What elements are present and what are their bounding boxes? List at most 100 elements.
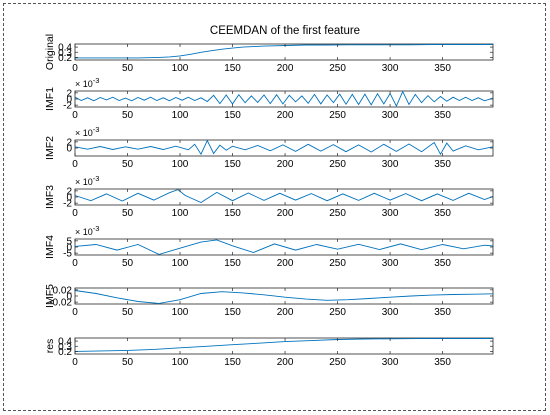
res-xtick-label: 100	[172, 357, 189, 368]
imf2-series-line	[74, 139, 494, 156]
imf2-xtick-label: 250	[329, 159, 346, 170]
imf5-xtick-label: 150	[224, 307, 241, 318]
imf1-xtick-label: 200	[277, 110, 294, 121]
imf3-xtick-label: 150	[224, 208, 241, 219]
imf2-axes-box	[74, 139, 494, 157]
imf5-xtick-label: 200	[277, 307, 294, 318]
imf4-xtick-label: 150	[224, 258, 241, 269]
original-series-line	[75, 44, 493, 59]
imf1-ytick-label: -2	[63, 101, 72, 112]
imf2-ytick-label: 2	[66, 137, 72, 148]
imf2-xtick-label: 300	[382, 159, 399, 170]
imf1-xtick-label: 300	[382, 110, 399, 121]
original-xtick-label: 350	[434, 63, 451, 74]
original-ytick-label: 0.4	[58, 43, 72, 54]
imf3-ytick-label: -2	[63, 199, 72, 210]
imf1-xtick-label: 50	[122, 110, 134, 121]
imf3-series-line	[74, 189, 494, 204]
res-ytick-label: 0.3	[58, 342, 72, 353]
original-xtick-label: 150	[224, 63, 241, 74]
res-xtick-label: 200	[277, 357, 294, 368]
imf2-ylabel: IMF2	[44, 136, 56, 160]
imf5-xtick-label: 0	[72, 307, 78, 318]
imf3-exponent-label: × 10-3	[75, 174, 99, 187]
imf2-xtick-label: 0	[72, 159, 78, 170]
imf2-xtick-label: 100	[172, 159, 189, 170]
imf4-series-line	[74, 239, 494, 255]
imf5-xtick-label: 50	[122, 307, 134, 318]
imf2-xtick-label: 50	[122, 159, 134, 170]
imf2-xtick-label: 350	[434, 159, 451, 170]
imf3-xtick-label: 0	[72, 208, 78, 219]
imf4-ytick-label: 0	[66, 243, 72, 254]
imf3-ytick-label: 2	[66, 186, 72, 197]
imf1-xtick-label: 100	[172, 110, 189, 121]
imf1-exponent-label: × 10-3	[75, 76, 99, 89]
imf4-ytick-label: 5	[66, 236, 72, 247]
res-series-line	[74, 338, 493, 352]
original-ytick-label: 0.3	[58, 48, 72, 59]
imf2-xtick-label: 150	[224, 159, 241, 170]
original-xtick-label: 300	[382, 63, 399, 74]
original-xtick-label: 100	[172, 63, 189, 74]
chart-title: CEEMDAN of the first feature	[210, 25, 360, 37]
res-xtick-label: 50	[122, 357, 134, 368]
res-axes-box	[74, 337, 494, 355]
figure-frame	[3, 3, 546, 411]
imf4-ytick-label: -5	[63, 249, 72, 260]
res-xtick-label: 250	[329, 357, 346, 368]
imf1-ytick-label: 0	[66, 95, 72, 106]
imf4-xtick-label: 250	[329, 258, 346, 269]
imf3-xtick-label: 300	[382, 208, 399, 219]
imf4-ylabel: IMF4	[44, 235, 56, 259]
res-ylabel: res	[44, 339, 56, 354]
imf5-ytick-label: -0.02	[49, 298, 72, 309]
imf1-xtick-label: 250	[329, 110, 346, 121]
imf4-xtick-label: 300	[382, 258, 399, 269]
imf5-ytick-label: 0.02	[53, 285, 73, 296]
imf1-ylabel: IMF1	[44, 87, 56, 111]
imf1-xtick-label: 0	[72, 110, 78, 121]
imf4-xtick-label: 0	[72, 258, 78, 269]
imf4-xtick-label: 200	[277, 258, 294, 269]
imf2-ytick-label: 0	[66, 144, 72, 155]
imf1-xtick-label: 150	[224, 110, 241, 121]
res-ytick-label: 0.4	[58, 337, 72, 348]
imf3-ytick-label: 0	[66, 193, 72, 204]
imf2-xtick-label: 200	[277, 159, 294, 170]
imf4-xtick-label: 50	[122, 258, 134, 269]
imf5-xtick-label: 250	[329, 307, 346, 318]
imf3-xtick-label: 200	[277, 208, 294, 219]
res-xtick-label: 150	[224, 357, 241, 368]
imf5-xtick-label: 300	[382, 307, 399, 318]
imf5-ylabel: IMF5	[44, 284, 56, 308]
original-xtick-label: 50	[122, 63, 134, 74]
original-ylabel: Original	[44, 34, 56, 70]
original-ytick-label: 0.2	[58, 53, 72, 64]
imf1-ytick-label: 2	[66, 88, 72, 99]
original-xtick-label: 200	[277, 63, 294, 74]
imf3-xtick-label: 350	[434, 208, 451, 219]
imf1-series-line	[74, 90, 494, 108]
original-xtick-label: 250	[329, 63, 346, 74]
res-xtick-label: 0	[72, 357, 78, 368]
imf3-xtick-label: 250	[329, 208, 346, 219]
imf5-ytick-label: 0	[66, 292, 72, 303]
imf5-xtick-label: 350	[434, 307, 451, 318]
res-xtick-label: 300	[382, 357, 399, 368]
imf3-ylabel: IMF3	[44, 185, 56, 209]
imf4-xtick-label: 100	[172, 258, 189, 269]
imf1-axes-box	[74, 90, 494, 108]
imf3-xtick-label: 50	[122, 208, 134, 219]
imf5-series-line	[74, 290, 494, 304]
imf1-xtick-label: 350	[434, 110, 451, 121]
imf4-xtick-label: 350	[434, 258, 451, 269]
imf5-xtick-label: 100	[172, 307, 189, 318]
imf2-exponent-label: × 10-3	[75, 125, 99, 138]
res-xtick-label: 350	[434, 357, 451, 368]
imf3-xtick-label: 100	[172, 208, 189, 219]
res-ytick-label: 0.2	[58, 347, 72, 358]
original-xtick-label: 0	[72, 63, 78, 74]
